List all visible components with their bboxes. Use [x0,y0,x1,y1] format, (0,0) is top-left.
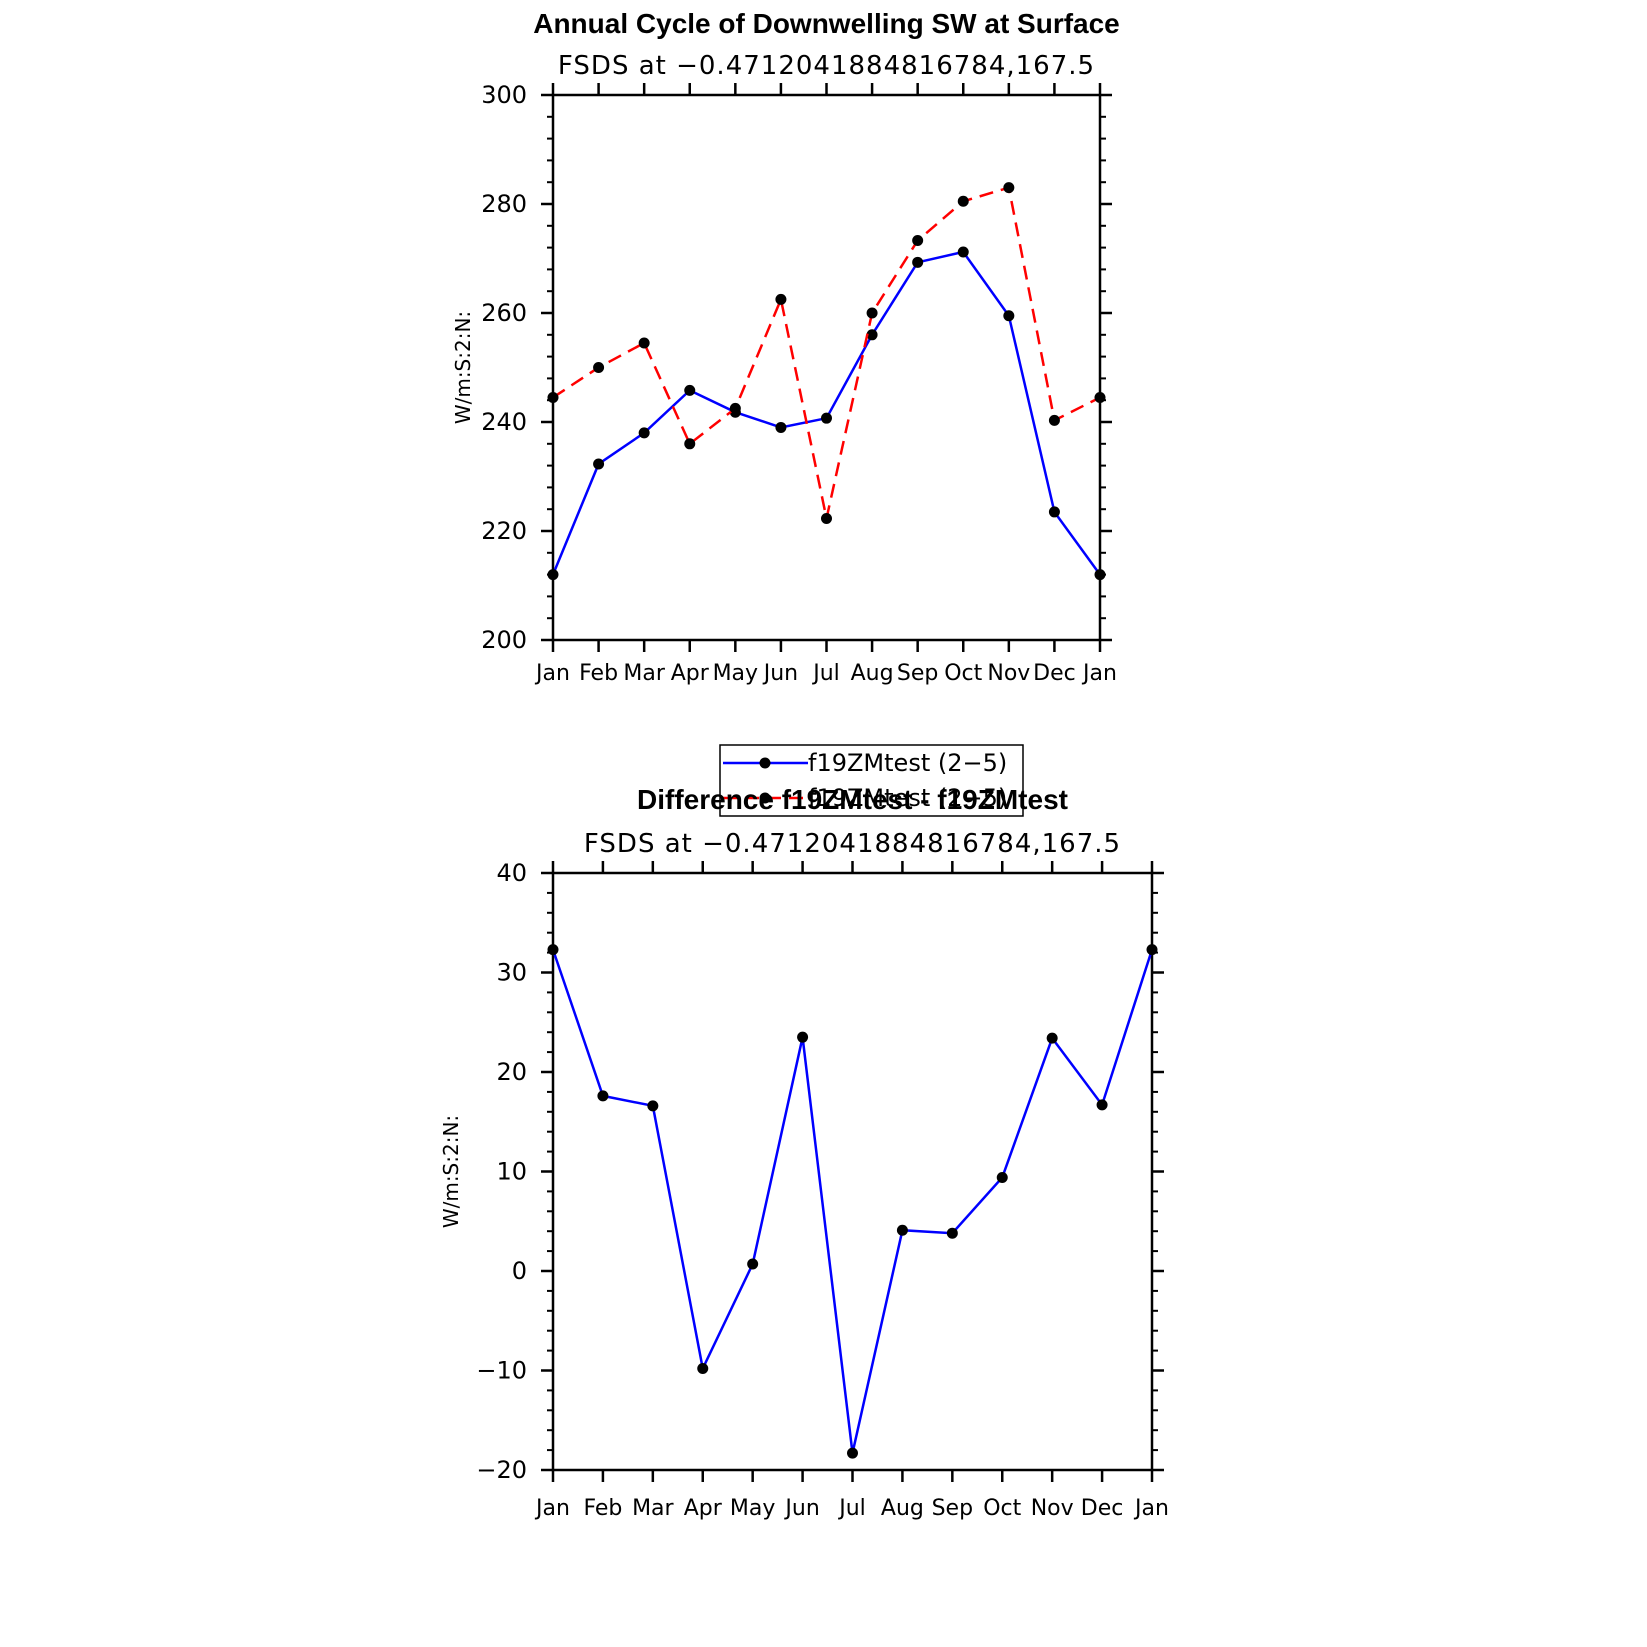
series-0-point [896,1224,908,1236]
series-0-point [866,329,878,341]
x-tick-label: Aug [851,661,894,686]
y-tick-label: 10 [496,1158,527,1186]
series-1-point [638,337,650,349]
series-0-point [647,1100,659,1112]
y-tick-label: 20 [496,1058,527,1086]
series-0-point [775,421,787,433]
series-0-point [597,1090,609,1102]
series-1-point [775,293,787,305]
x-tick-label: Jun [783,1496,819,1521]
series-0-point [946,1227,958,1239]
series-0-point [638,427,650,439]
x-tick-label: Feb [579,661,618,686]
y-tick-label: 200 [481,626,527,654]
x-tick-label: Nov [1031,1496,1074,1521]
y-axis-label: W/m:S:2:N: [451,311,475,424]
plot-frame [551,93,1102,642]
series-1-point [593,362,605,373]
y-tick-label: 240 [481,408,527,436]
series-0-point [847,1447,858,1459]
y-tick-label: 260 [481,299,527,327]
series-0-point [1146,944,1158,956]
x-tick-label: Nov [987,661,1030,686]
x-tick-label: Mar [632,1496,674,1521]
x-tick-label: Jan [534,1496,570,1521]
chart-title: Annual Cycle of Downwelling SW at Surfac… [533,8,1120,39]
series-0-point [593,458,605,470]
series-0-point [996,1171,1008,1183]
y-tick-label: 0 [512,1257,527,1285]
chart-subtitle: FSDS at −0.4712041884816784,167.5 [558,51,1095,81]
y-tick-label: −10 [476,1357,527,1385]
series-0-point [684,384,696,396]
y-tick-label: 300 [481,81,527,109]
legend-label-0: f19ZMtest (2−5) [808,749,1007,777]
x-tick-label: Sep [897,661,938,686]
plot-frame [551,871,1154,1472]
series-0-point [1003,310,1015,322]
x-tick-label: Oct [983,1496,1021,1521]
series-1-point [1094,391,1106,403]
series-1-point [1003,182,1015,194]
x-tick-label: Jul [811,661,840,686]
annual-cycle-panel: Annual Cycle of Downwelling SW at Surfac… [451,8,1120,686]
series-1-point [957,195,969,207]
series-0-point [547,944,559,956]
x-tick-label: May [713,661,758,686]
x-tick-label: Sep [932,1496,973,1521]
series-0-point [1046,1032,1058,1044]
y-tick-label: 280 [481,190,527,218]
series-0-point [697,1363,709,1375]
series-line-0 [551,949,1154,1454]
series-0-point [1048,506,1060,518]
series-1-point [912,235,924,247]
legend-marker-1 [759,792,771,804]
series-0-point [797,1031,809,1043]
series-1-point [684,438,696,450]
x-tick-label: Jan [534,661,570,686]
x-tick-label: Oct [944,661,982,686]
y-axis-label: W/m:S:2:N: [439,1115,463,1228]
series-0-point [547,569,559,581]
x-tick-label: Jun [762,661,798,686]
y-tick-label: 220 [481,517,527,545]
series-1-point [866,307,878,319]
series-0-point [821,412,832,424]
chart-subtitle: FSDS at −0.4712041884816784,167.5 [584,829,1121,859]
x-tick-label: Apr [684,1496,723,1521]
x-tick-label: Aug [881,1496,924,1521]
series-0-point [1094,569,1106,581]
series-0-point [1096,1099,1108,1111]
series-0-point [957,246,969,258]
series-1-point [547,391,559,403]
x-tick-label: Feb [583,1496,622,1521]
x-tick-label: Dec [1033,661,1076,686]
legend: f19ZMtest (2−5) f19ZMtest (2−5) [719,744,1024,817]
y-tick-label: 40 [496,859,527,887]
y-tick-label: −20 [476,1456,527,1484]
series-0-point [912,256,924,268]
legend-label-1: f19ZMtest (2−5) [808,784,1007,812]
difference-panel: Difference f19ZMtest - f19ZMtest FSDS at … [439,784,1169,1521]
x-tick-label: Jul [837,1496,866,1521]
series-1-point [1048,414,1060,426]
series-0-point [747,1258,759,1270]
x-tick-label: Mar [623,661,665,686]
x-tick-label: Dec [1081,1496,1124,1521]
y-tick-label: 30 [496,959,527,987]
chart-title: Difference f19ZMtest - f19ZMtest [637,784,1068,815]
series-1-point [729,402,741,414]
x-tick-label: Apr [671,661,710,686]
legend-box [719,744,1024,817]
legend-marker-0 [759,757,771,769]
series-1-point [821,512,832,524]
x-tick-label: May [730,1496,775,1521]
x-tick-label: Jan [1133,1496,1169,1521]
x-tick-label: Jan [1081,661,1117,686]
